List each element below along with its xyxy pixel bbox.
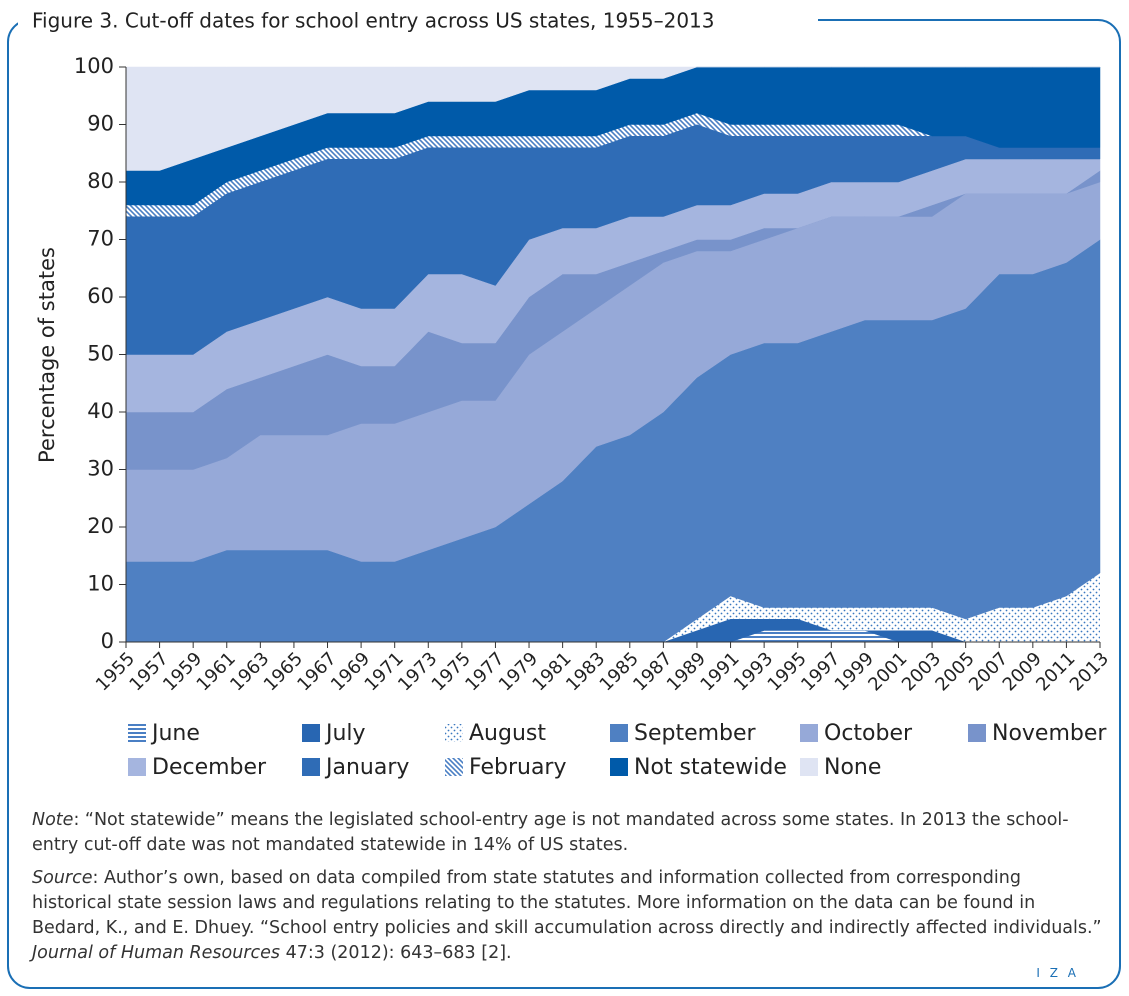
legend-swatch (302, 724, 320, 742)
y-tick-label: 10 (87, 572, 114, 596)
legend-swatch (610, 724, 628, 742)
legend-swatch (800, 724, 818, 742)
legend-label: February (469, 755, 567, 780)
legend-label: December (152, 755, 267, 780)
y-tick-label: 60 (87, 284, 114, 308)
legend-label: Not statewide (634, 755, 787, 780)
source-label: Source (32, 868, 93, 888)
chart-title: Figure 3. Cut-off dates for school entry… (32, 9, 715, 33)
title-bg (18, 8, 818, 34)
note-label: Note (32, 810, 74, 830)
y-tick-label: 50 (87, 342, 114, 366)
legend-swatch (445, 758, 463, 776)
legend-label: July (324, 721, 366, 746)
legend-label: January (324, 755, 409, 780)
source-journal: Journal of Human Resources (32, 943, 281, 963)
area (126, 630, 1100, 642)
legend-swatch (610, 758, 628, 776)
legend-label: September (634, 721, 757, 746)
y-tick-label: 90 (87, 112, 114, 136)
legend-label: November (992, 721, 1107, 746)
note: Note: “Not statewide” means the legislat… (32, 808, 1102, 858)
legend-label: None (824, 755, 881, 780)
legend-swatch (302, 758, 320, 776)
y-tick-label: 0 (101, 629, 114, 653)
legend-swatch (800, 758, 818, 776)
y-tick-label: 40 (87, 399, 114, 423)
area (126, 113, 1100, 217)
area (125, 66, 1100, 171)
legend-swatch (968, 724, 986, 742)
source-text2: 47:3 (2012): 643–683 [2]. (280, 943, 512, 963)
area (126, 573, 1100, 642)
y-tick-label: 70 (87, 227, 114, 251)
y-tick-label: 80 (87, 169, 114, 193)
legend-swatch (128, 758, 146, 776)
legend-label: October (824, 721, 913, 746)
source: Source: Author’s own, based on data comp… (32, 866, 1102, 966)
y-axis-label: Percentage of states (35, 247, 59, 463)
logo: I Z A (1036, 966, 1079, 980)
note-text: : “Not statewide” means the legislated s… (32, 810, 1069, 855)
x-tick-label: 2013 (1066, 648, 1113, 695)
legend-label: August (469, 721, 546, 746)
source-text: : Author’s own, based on data compiled f… (32, 868, 1102, 938)
legend-swatch (445, 724, 463, 742)
legend-label: June (150, 721, 200, 746)
notes: Note: “Not statewide” means the legislat… (32, 808, 1102, 974)
legend-swatch (128, 724, 146, 742)
y-tick-label: 100 (74, 54, 114, 78)
y-tick-label: 20 (87, 514, 114, 538)
y-tick-label: 30 (87, 457, 114, 481)
